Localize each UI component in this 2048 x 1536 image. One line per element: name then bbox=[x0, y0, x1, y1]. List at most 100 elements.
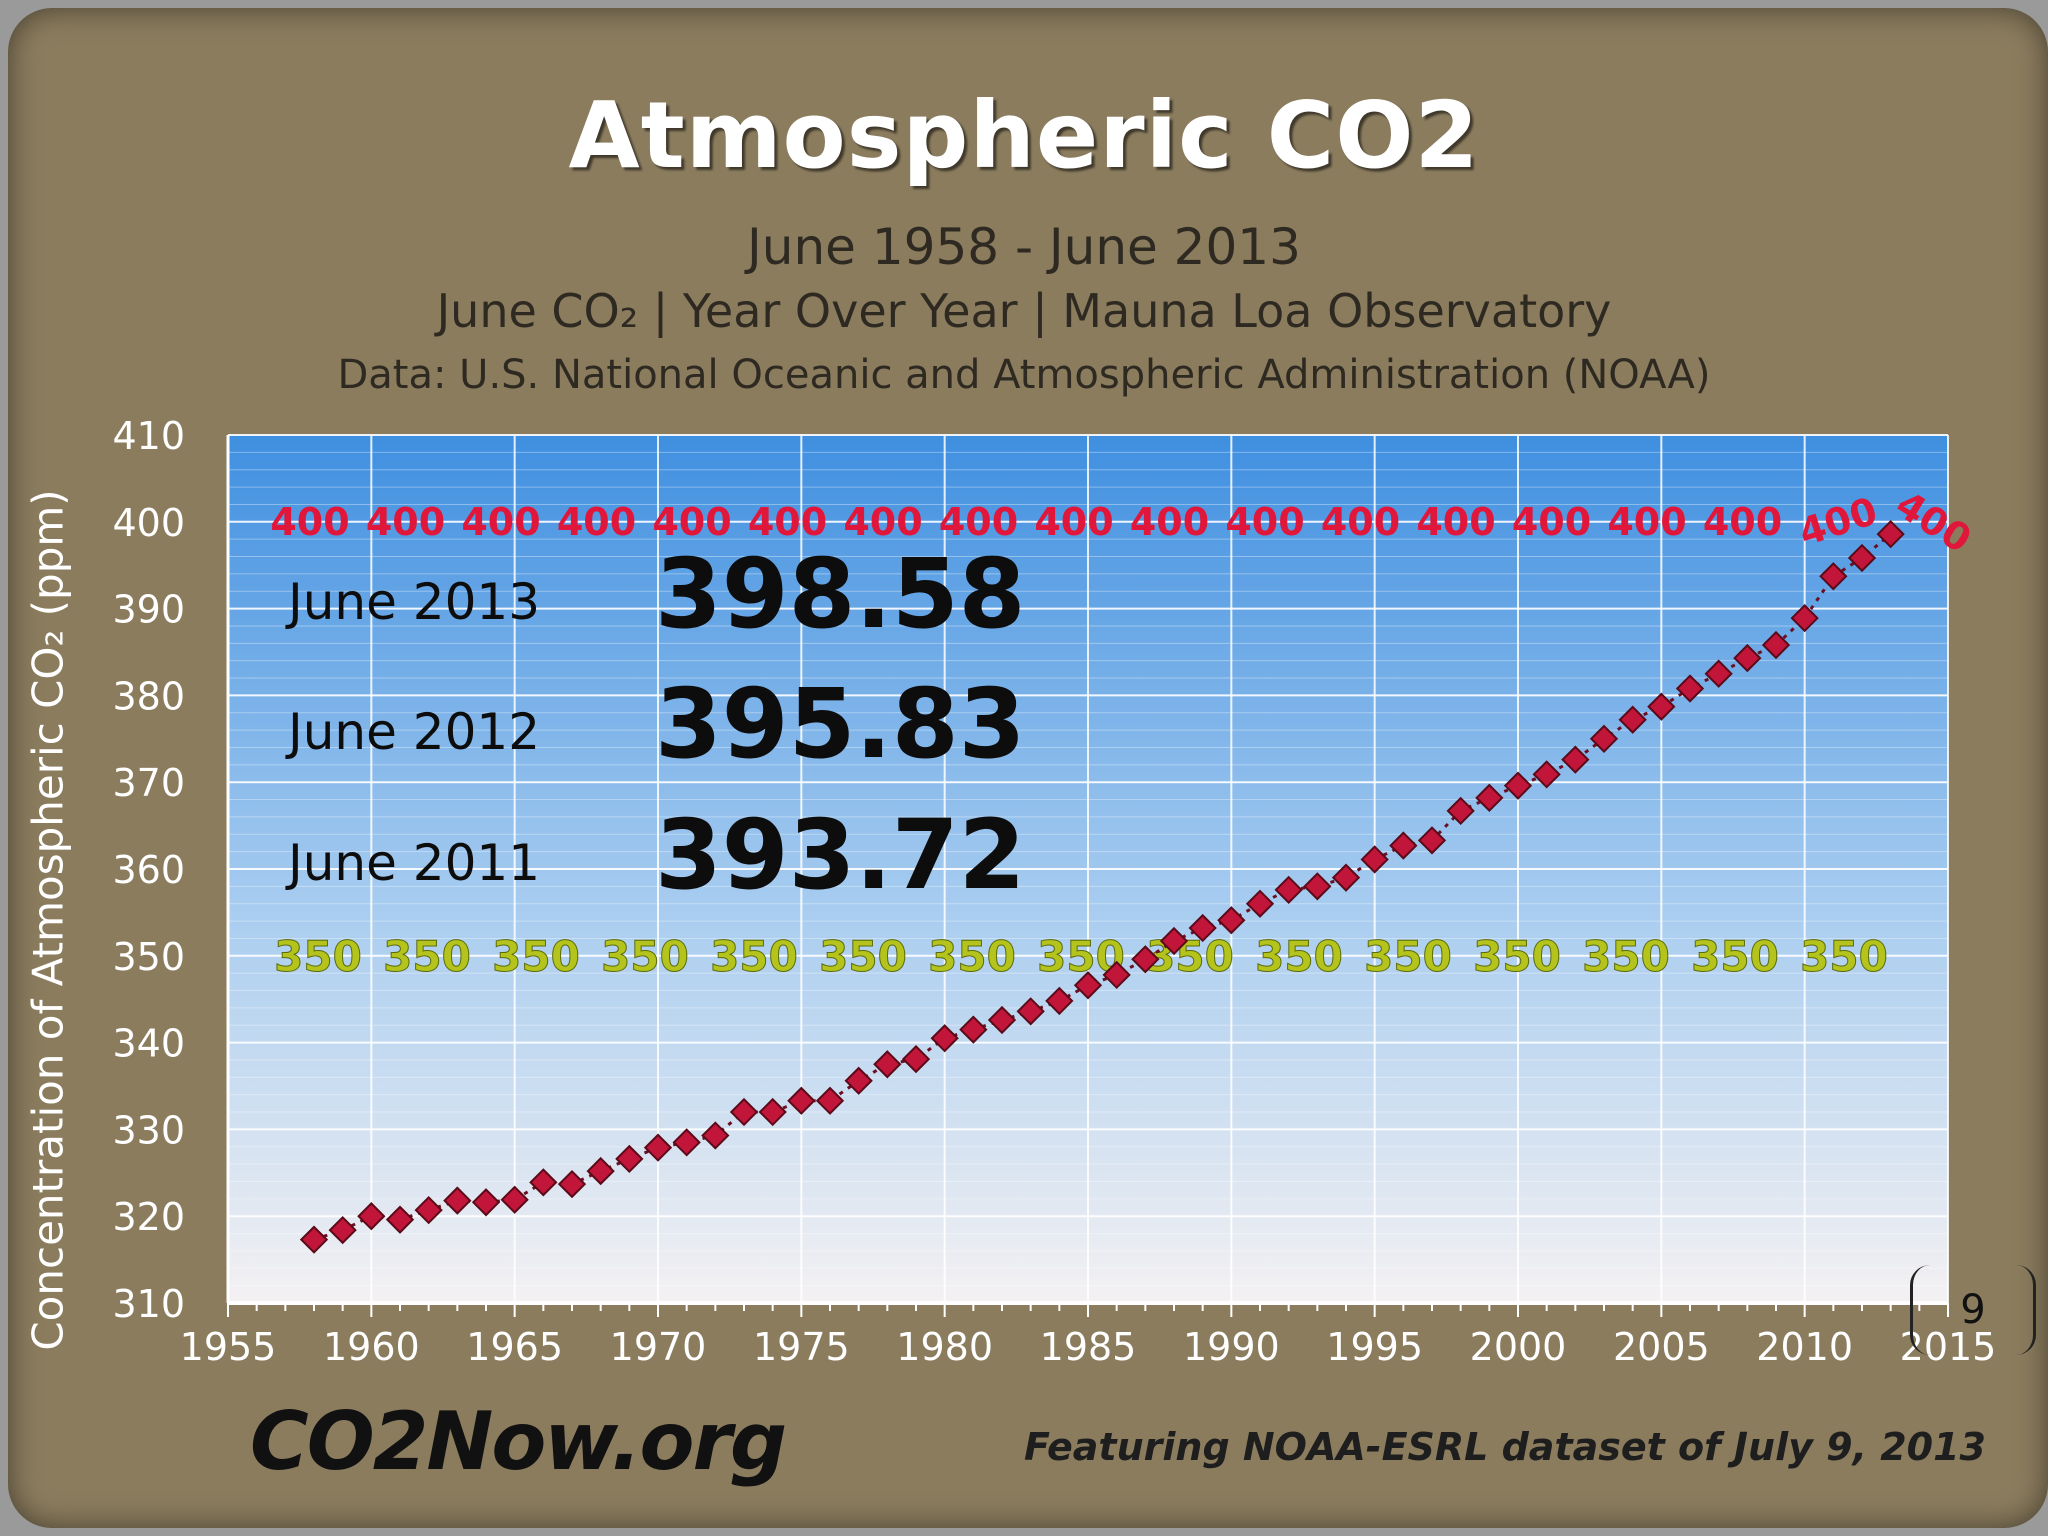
x-tick-label: 1975 bbox=[753, 1325, 850, 1369]
data-point bbox=[1274, 875, 1303, 904]
data-point bbox=[1733, 643, 1762, 673]
data-point bbox=[1589, 724, 1619, 753]
reference-label-400: 400 bbox=[1225, 500, 1304, 544]
x-tick-label: 1965 bbox=[466, 1325, 563, 1369]
data-point bbox=[930, 1024, 959, 1053]
reference-lines: 400 400 400 400 400 400 400 400 400 400 400 400 400 4… bbox=[270, 482, 1978, 981]
y-tick-label: 380 bbox=[112, 674, 185, 718]
data-point bbox=[1073, 971, 1103, 1000]
data-point bbox=[701, 1121, 730, 1150]
y-tick-label: 350 bbox=[112, 935, 185, 979]
data-point bbox=[1790, 604, 1819, 633]
co2now-logo: CO2Now.org bbox=[250, 1395, 787, 1488]
data-point bbox=[1847, 543, 1877, 573]
data-point bbox=[1102, 960, 1131, 990]
reference-label-350: 350 bbox=[601, 932, 689, 981]
data-point bbox=[1618, 705, 1647, 734]
data-point bbox=[357, 1202, 386, 1231]
annotation-label: June 2012 bbox=[285, 703, 540, 761]
reference-label-350: 350 bbox=[274, 932, 362, 981]
data-point bbox=[1761, 630, 1791, 660]
co2-series bbox=[299, 519, 1905, 1254]
data-point bbox=[987, 1005, 1017, 1035]
x-tick-label: 1970 bbox=[610, 1325, 707, 1369]
chart-subtitle-details: June CO₂ | Year Over Year | Mauna Loa Ob… bbox=[436, 284, 1612, 338]
data-point bbox=[1704, 659, 1733, 688]
reference-label-400: 400 bbox=[843, 500, 922, 544]
data-point bbox=[1389, 831, 1418, 860]
annotation-value: 395.83 bbox=[655, 668, 1025, 780]
reference-label-400: 400 bbox=[1130, 500, 1209, 544]
x-tick-label: 1985 bbox=[1040, 1325, 1137, 1369]
reference-label-350: 350 bbox=[1364, 932, 1452, 981]
data-point bbox=[1131, 945, 1160, 974]
reference-label-350: 350 bbox=[492, 932, 580, 981]
data-point bbox=[1188, 913, 1217, 943]
x-tick-label: 1995 bbox=[1326, 1325, 1423, 1369]
reference-label-400: 400 bbox=[652, 500, 731, 544]
data-point bbox=[1245, 889, 1275, 918]
data-point bbox=[1045, 986, 1074, 1016]
x-tick-label: 1960 bbox=[323, 1325, 420, 1369]
grid-lines bbox=[227, 434, 1949, 1304]
data-point bbox=[1503, 771, 1533, 800]
data-point bbox=[1675, 674, 1705, 703]
reference-label-400: 400 bbox=[1607, 500, 1686, 544]
data-point bbox=[414, 1195, 443, 1225]
annotation-label: June 2011 bbox=[285, 834, 540, 892]
reference-label-350: 350 bbox=[819, 932, 907, 981]
x-tick-label: 2005 bbox=[1613, 1325, 1710, 1369]
data-point bbox=[643, 1133, 673, 1162]
data-point bbox=[615, 1144, 644, 1174]
data-point bbox=[1159, 926, 1189, 956]
x-tick-label: 1990 bbox=[1183, 1325, 1280, 1369]
value-annotations: June 2013 398.58 June 2012 395.83 June 2011 3… bbox=[285, 538, 1025, 911]
annotation-value: 393.72 bbox=[655, 799, 1025, 911]
reference-label-400: 400 bbox=[1321, 500, 1400, 544]
data-point bbox=[901, 1044, 931, 1074]
reference-label-400: 400 bbox=[939, 500, 1018, 544]
data-point bbox=[1475, 783, 1504, 812]
data-point bbox=[443, 1186, 472, 1215]
annotation-value: 398.58 bbox=[655, 538, 1025, 650]
data-point bbox=[1876, 519, 1905, 549]
data-point bbox=[729, 1097, 759, 1127]
reference-label-400: 400 bbox=[557, 500, 636, 544]
dataset-note: Featuring NOAA-ESRL dataset of July 9, 2… bbox=[1023, 1425, 1986, 1469]
reference-label-400: 400 bbox=[461, 500, 540, 544]
y-tick-label: 400 bbox=[112, 501, 185, 545]
reference-label-400: 400 bbox=[748, 500, 827, 544]
y-tick-label: 310 bbox=[112, 1282, 185, 1326]
data-point bbox=[1819, 562, 1848, 591]
data-point bbox=[959, 1015, 988, 1044]
reference-label-400: 400 bbox=[1416, 500, 1495, 544]
data-point bbox=[299, 1225, 329, 1254]
reference-label-350: 350 bbox=[1582, 932, 1670, 981]
reference-label-350: 350 bbox=[383, 932, 471, 981]
data-point bbox=[672, 1128, 701, 1157]
reference-label-400: 400 bbox=[366, 500, 445, 544]
data-point bbox=[1446, 796, 1475, 825]
data-point bbox=[1331, 863, 1361, 892]
y-tick-label: 330 bbox=[112, 1108, 185, 1152]
data-point bbox=[1417, 826, 1447, 855]
data-point bbox=[1303, 872, 1332, 901]
reference-label-350: 350 bbox=[1255, 932, 1343, 981]
axes: 1955 1960 1965 1970 1975 1980 1985 1990 1995 2000… bbox=[112, 414, 1996, 1369]
x-tick-label: 1980 bbox=[896, 1325, 993, 1369]
reference-label-400: 400 bbox=[270, 500, 349, 544]
x-tick-label: 1955 bbox=[180, 1325, 277, 1369]
data-point bbox=[471, 1188, 501, 1217]
y-tick-label: 370 bbox=[112, 761, 185, 805]
y-tick-label: 390 bbox=[112, 588, 185, 632]
data-source-credit: Data: U.S. National Oceanic and Atmosphe… bbox=[337, 352, 1711, 398]
reference-label-350: 350 bbox=[1146, 932, 1234, 981]
reference-label-400: 400 bbox=[1512, 500, 1591, 544]
data-point bbox=[1016, 997, 1045, 1026]
reference-label-350: 350 bbox=[710, 932, 798, 981]
x-tick-label: 2000 bbox=[1470, 1325, 1567, 1369]
y-tick-label: 340 bbox=[112, 1022, 185, 1066]
data-point bbox=[1647, 692, 1676, 721]
y-tick-label: 360 bbox=[112, 848, 185, 892]
data-point bbox=[529, 1168, 558, 1197]
